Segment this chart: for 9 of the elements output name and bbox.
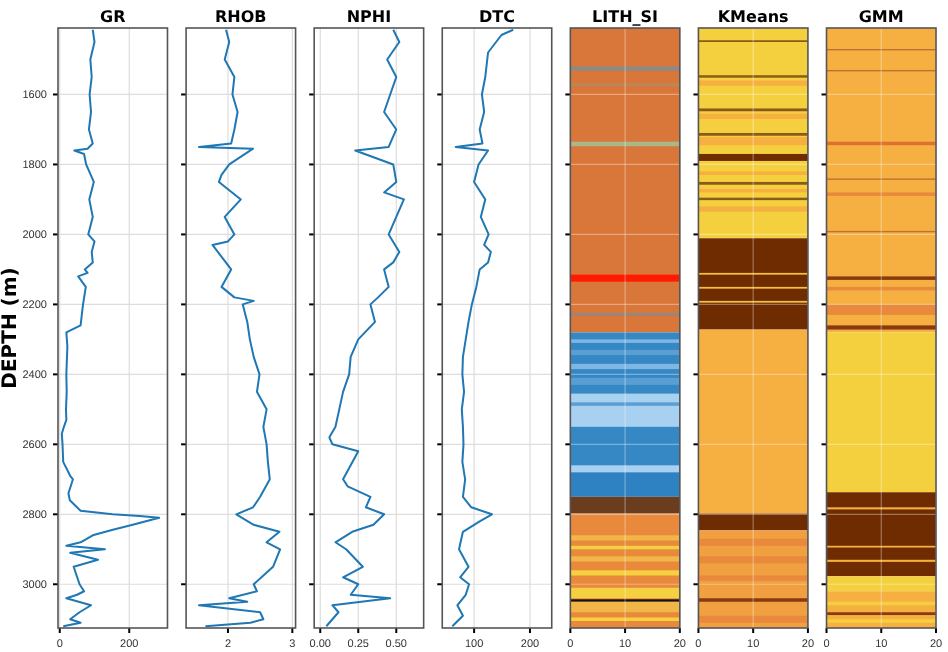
- chart-title: NPHI: [346, 8, 392, 26]
- chart-title: GMM: [858, 8, 904, 26]
- y-axis-title: DEPTH (m): [0, 267, 22, 389]
- line-series: [60, 28, 161, 628]
- chart-title: KMeans: [717, 8, 790, 26]
- chart-title: RHOB: [215, 8, 267, 26]
- chart-title: LITH_SI: [592, 8, 659, 26]
- chart-title: GR: [100, 8, 126, 26]
- chart-title: DTC: [479, 8, 516, 26]
